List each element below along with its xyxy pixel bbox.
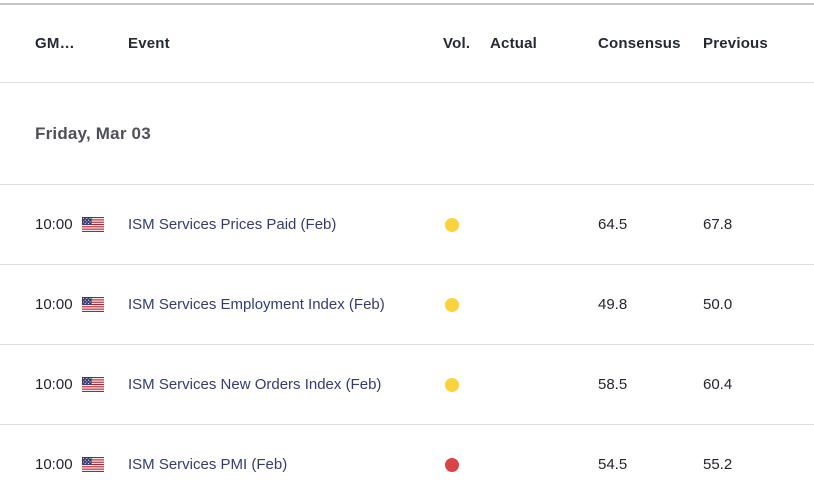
previous-value: 50.0 [703, 296, 733, 313]
volatility-cell [443, 217, 490, 232]
column-header-gmt: GM… [35, 35, 75, 52]
event-link[interactable]: ISM Services Prices Paid (Feb) [128, 216, 337, 233]
us-flag-icon [81, 297, 104, 312]
event-link[interactable]: ISM Services New Orders Index (Feb) [128, 376, 382, 393]
event-time: 10:00 [35, 376, 73, 393]
consensus-value: 58.5 [598, 376, 628, 393]
economic-calendar-table: GM… Event Vol. Actual Consensus Previous… [0, 3, 814, 497]
date-group-header: Friday, Mar 03 [0, 83, 814, 185]
volatility-dot-high [445, 457, 459, 472]
column-header-previous: Previous [703, 35, 768, 52]
column-header-actual: Actual [490, 35, 538, 52]
volatility-dot-medium [445, 217, 459, 232]
consensus-value: 49.8 [598, 296, 628, 313]
time-cell: 10:00 [35, 456, 128, 473]
table-top-divider [0, 3, 814, 5]
table-row[interactable]: 10:00 ISM Ser [0, 185, 814, 265]
time-cell: 10:00 [35, 376, 128, 393]
table-row[interactable]: 10:00 ISM Ser [0, 425, 814, 497]
date-group-label: Friday, Mar 03 [35, 123, 151, 143]
event-link[interactable]: ISM Services Employment Index (Feb) [128, 296, 385, 313]
table-body: 10:00 ISM Ser [0, 185, 814, 497]
volatility-cell [443, 457, 490, 472]
previous-value: 55.2 [703, 456, 733, 473]
table-header-row: GM… Event Vol. Actual Consensus Previous [0, 5, 814, 83]
us-flag-icon [81, 377, 104, 392]
time-cell: 10:00 [35, 216, 128, 233]
us-flag-icon [81, 457, 104, 472]
previous-value: 67.8 [703, 216, 733, 233]
volatility-dot-medium [445, 297, 459, 312]
event-link[interactable]: ISM Services PMI (Feb) [128, 456, 288, 473]
column-header-vol: Vol. [443, 35, 471, 52]
volatility-cell [443, 377, 490, 392]
volatility-cell [443, 297, 490, 312]
volatility-dot-medium [445, 377, 459, 392]
consensus-value: 64.5 [598, 216, 628, 233]
table-row[interactable]: 10:00 ISM Ser [0, 345, 814, 425]
time-cell: 10:00 [35, 296, 128, 313]
event-time: 10:00 [35, 296, 73, 313]
previous-value: 60.4 [703, 376, 733, 393]
consensus-value: 54.5 [598, 456, 628, 473]
event-time: 10:00 [35, 216, 73, 233]
event-time: 10:00 [35, 456, 73, 473]
us-flag-icon [81, 217, 104, 232]
column-header-event: Event [128, 35, 170, 52]
column-header-consensus: Consensus [598, 35, 681, 52]
table-row[interactable]: 10:00 ISM Ser [0, 265, 814, 345]
